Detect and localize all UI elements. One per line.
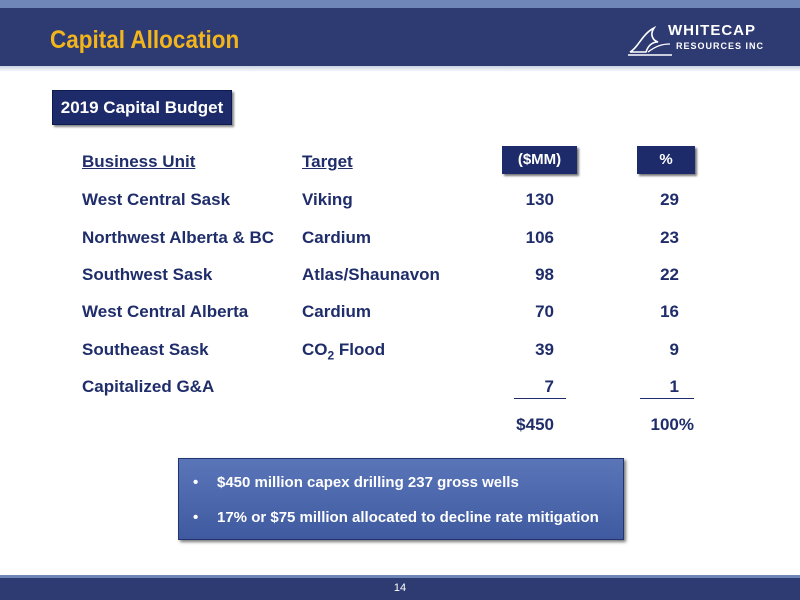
bullet-dot: •	[193, 509, 199, 526]
table-row: Capitalized G&A 7 1	[0, 377, 800, 401]
column-header-business-unit: Business Unit	[82, 152, 196, 171]
business-unit-cell: West Central Alberta	[82, 302, 249, 321]
mm-cell: 39	[535, 340, 554, 359]
table-row: West Central Sask Viking 130 29	[0, 190, 800, 214]
target-cell: Atlas/Shaunavon	[302, 265, 440, 284]
percent-cell: 22	[660, 265, 679, 284]
target-formula-prefix: CO	[302, 340, 328, 359]
logo-text-primary: WHITECAP	[668, 22, 756, 39]
mm-cell: 106	[525, 228, 554, 247]
logo-text-secondary: RESOURCES INC	[676, 41, 765, 51]
header-accent-strip	[0, 0, 800, 8]
target-cell: Cardium	[302, 302, 371, 321]
budget-label-box: 2019 Capital Budget	[52, 90, 232, 125]
callout-bullet-text: 17% or $75 million allocated to decline …	[217, 509, 599, 526]
callout-bullet-item: • $450 million capex drilling 237 gross w…	[193, 474, 519, 491]
subtotal-rule-percent	[640, 398, 694, 399]
subtotal-rule-mm	[514, 398, 566, 399]
whitecap-wave-icon	[628, 25, 672, 56]
table-row: Southeast Sask CO2 Flood 39 9	[0, 340, 800, 364]
target-cell: Viking	[302, 190, 353, 209]
mm-cell: 70	[535, 302, 554, 321]
mm-cell: 7	[544, 377, 554, 396]
target-formula-subscript: 2	[327, 348, 335, 363]
business-unit-cell: Northwest Alberta & BC	[82, 228, 275, 247]
table-row: West Central Alberta Cardium 70 16	[0, 302, 800, 326]
percent-cell: 29	[660, 190, 679, 209]
column-header-target: Target	[302, 152, 353, 171]
target-cell: CO2 Flood	[302, 340, 385, 362]
mm-cell: 130	[525, 190, 554, 209]
table-header-row: Business Unit Target	[0, 152, 800, 176]
total-row: $450 100%	[0, 415, 800, 439]
highlights-callout: • $450 million capex drilling 237 gross w…	[178, 458, 624, 540]
table-row: Southwest Sask Atlas/Shaunavon 98 22	[0, 265, 800, 289]
business-unit-cell: Southwest Sask	[82, 265, 213, 284]
company-logo: WHITECAP RESOURCES INC	[628, 22, 790, 58]
business-unit-cell: Capitalized G&A	[82, 377, 215, 396]
page-number: 14	[393, 582, 407, 594]
percent-cell: 16	[660, 302, 679, 321]
column-header-percent: %	[637, 146, 695, 174]
bullet-dot: •	[193, 474, 199, 491]
callout-bullet-item: • 17% or $75 million allocated to decline…	[193, 509, 599, 526]
column-header-mm: ($MM)	[502, 146, 577, 174]
percent-cell: 9	[669, 340, 679, 359]
total-percent-cell: 100%	[650, 415, 694, 434]
header-shadow-band	[0, 66, 800, 72]
target-cell: Cardium	[302, 228, 371, 247]
table-row: Northwest Alberta & BC Cardium 106 23	[0, 228, 800, 252]
percent-cell: 1	[669, 377, 679, 396]
callout-bullet-text: $450 million capex drilling 237 gross we…	[217, 474, 519, 491]
footer-accent-strip	[0, 575, 800, 578]
target-formula-suffix: Flood	[334, 340, 386, 359]
footer-bar: 14	[0, 578, 800, 600]
total-mm-cell: $450	[516, 415, 554, 434]
slide-title: Capital Allocation	[50, 26, 240, 54]
percent-cell: 23	[660, 228, 679, 247]
business-unit-cell: Southeast Sask	[82, 340, 209, 359]
mm-cell: 98	[535, 265, 554, 284]
business-unit-cell: West Central Sask	[82, 190, 231, 209]
